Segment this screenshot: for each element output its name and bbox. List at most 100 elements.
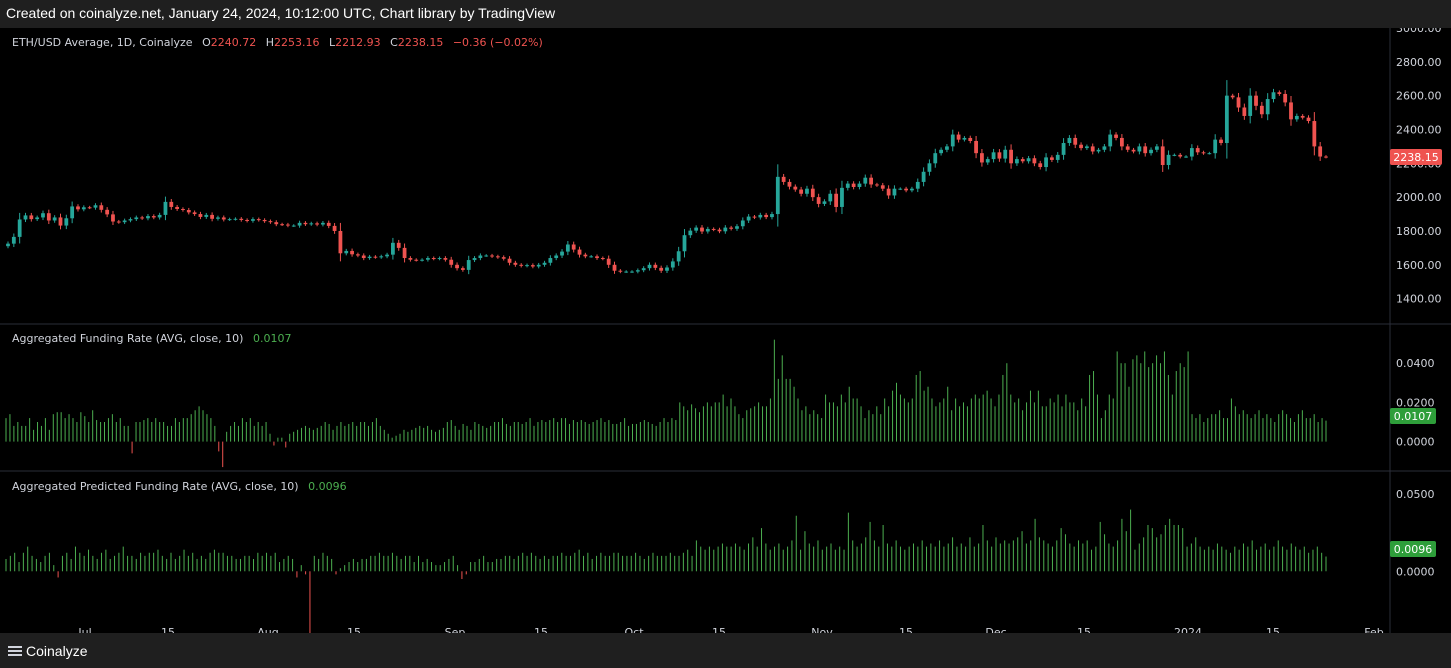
candle-body [600,258,605,260]
candle-body [1224,95,1229,144]
candle-body [880,185,885,189]
candle-body [105,209,110,215]
candle-body [694,227,699,231]
candle-body [542,262,547,265]
predicted-funding-bars [5,509,1327,633]
candle-body [635,270,640,272]
time-tick-label: 2024 [1174,626,1202,633]
candle-body [670,261,675,268]
candle-body [723,227,728,232]
candle-body [571,244,576,250]
candle-body [857,183,862,187]
time-tick-label: 15 [161,626,175,633]
candle-body [1108,134,1113,147]
candle-body [700,227,704,232]
candle-body [431,258,436,260]
candle-body [974,140,978,154]
predicted-legend: Aggregated Predicted Funding Rate (AVG, … [12,480,347,493]
price-tick-label: 1800.00 [1396,225,1442,238]
candle-body [915,181,920,189]
candle-body [513,262,518,265]
candle-body [1248,95,1253,116]
candle-body [1038,163,1043,168]
time-tick-label: Jul [77,626,91,633]
candle-body [1055,154,1060,160]
candle-body [46,213,51,221]
time-tick-label: 15 [347,626,361,633]
time-tick-label: Oct [624,626,644,633]
candle-body [414,259,419,261]
candle-body [111,214,115,222]
time-tick-label: Dec [985,626,1006,633]
candle-body [356,254,360,256]
price-scale-background [1390,28,1451,633]
candle-body [962,137,967,140]
legend-close-label: C [390,36,398,49]
candle-body [595,256,599,259]
candle-body [472,258,477,261]
candle-body [618,270,623,272]
candle-body [752,216,757,218]
candle-body [181,208,185,210]
predicted-axis-ticks: 0.0500 0.0000 [1396,488,1435,578]
legend-high-label: H [266,36,274,49]
candle-body [216,217,220,219]
price-candles [6,80,1328,275]
candle-body [437,258,442,260]
candle-body [449,259,454,265]
predicted-legend-title: Aggregated Predicted Funding Rate (AVG, … [12,480,299,493]
time-tick-label: 15 [712,626,726,633]
candle-body [729,227,734,229]
candle-body [1259,105,1264,115]
candle-body [385,254,389,257]
candle-body [169,201,174,207]
candle-body [991,152,996,160]
price-tick-label: 1600.00 [1396,259,1442,272]
candle-body [1026,158,1031,162]
candle-body [221,217,226,220]
legend-open-value: 2240.72 [211,36,257,49]
candle-body [863,177,868,184]
candle-body [29,215,34,220]
chart-canvas[interactable]: 3000.002800.002600.002400.002200.002000.… [0,28,1451,633]
candle-body [583,254,588,257]
candle-body [939,149,943,154]
candle-body [41,213,45,218]
funding-bars [5,339,1327,468]
legend-symbol: ETH/USD Average, 1D, Coinalyze [12,36,193,49]
candle-body [1195,148,1200,153]
price-tick-label: 1400.00 [1396,293,1442,306]
top-bar: Created on coinalyze.net, January 24, 20… [0,0,1451,28]
candle-body [239,218,244,220]
candle-body [478,255,483,259]
candle-body [665,267,669,271]
candle-body [443,258,448,260]
candle-body [898,188,903,190]
candle-body [315,223,319,225]
candle-body [274,222,279,225]
candle-body [76,206,80,210]
candle-body [303,222,308,225]
candle-body [116,221,121,223]
candle-body [892,188,897,196]
candle-body [460,268,465,270]
candle-body [530,265,535,267]
time-tick-label: Feb [1364,626,1383,633]
candle-body [490,255,494,257]
candle-body [589,256,594,258]
candle-body [175,206,180,209]
funding-bar-tick-label: 0.0200 [1396,396,1435,409]
last-price-badge [1390,149,1442,165]
menu-icon[interactable] [8,646,22,656]
price-tick-label: 2000.00 [1396,191,1442,204]
brand[interactable]: Coinalyze [8,643,87,659]
candle-body [565,244,570,252]
candle-body [332,225,337,231]
candle-body [128,219,133,221]
candle-body [653,264,658,268]
candle-body [554,255,559,259]
candle-body [1213,139,1218,154]
candle-body [1131,149,1136,152]
price-axis-ticks: 3000.002800.002600.002400.002200.002000.… [1396,28,1442,306]
candle-body [122,220,127,223]
